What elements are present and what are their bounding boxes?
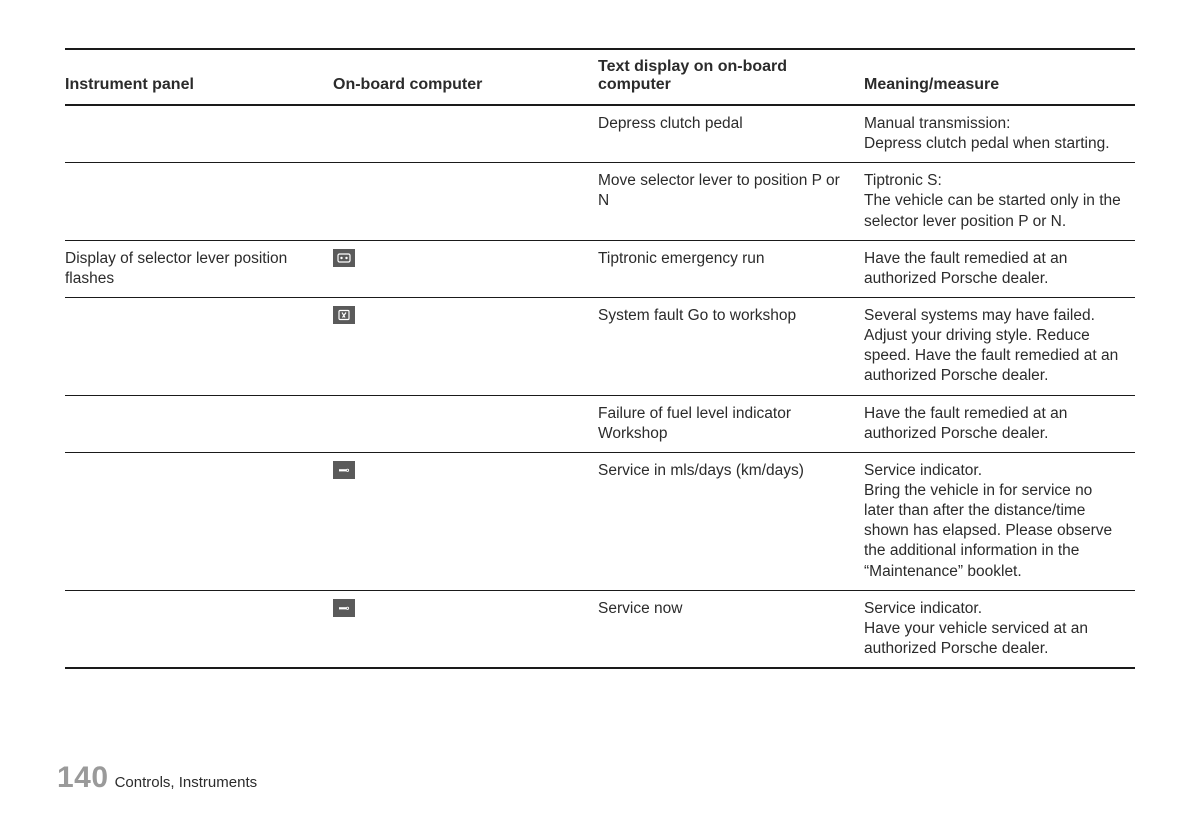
table-header-row: Instrument panel On-board computer Text …	[65, 49, 1135, 105]
dashboard-icon	[333, 249, 355, 267]
table-row: System fault Go to workshopSeveral syste…	[65, 297, 1135, 395]
table-row: Depress clutch pedalManual transmission:…	[65, 105, 1135, 163]
cell-text-display: Failure of fuel level indicator Workshop	[598, 395, 864, 452]
cell-instrument-panel	[65, 297, 333, 395]
cell-instrument-panel	[65, 105, 333, 163]
cell-onboard-computer	[333, 590, 598, 668]
table-row: Service in mls/days (km/days)Service ind…	[65, 452, 1135, 590]
table-row: Display of selector lever position flash…	[65, 240, 1135, 297]
cell-onboard-computer	[333, 240, 598, 297]
table-row: Service nowService indicator.Have your v…	[65, 590, 1135, 668]
section-label: Controls, Instruments	[115, 774, 258, 791]
table-row: Failure of fuel level indicator Workshop…	[65, 395, 1135, 452]
cell-text-display: System fault Go to workshop	[598, 297, 864, 395]
cell-instrument-panel	[65, 452, 333, 590]
cell-instrument-panel: Display of selector lever position flash…	[65, 240, 333, 297]
warning-messages-table: Instrument panel On-board computer Text …	[65, 48, 1135, 669]
cell-meaning: Have the fault remedied at an authorized…	[864, 240, 1135, 297]
col-text-display: Text display on on-board computer	[598, 49, 864, 105]
cell-text-display: Service now	[598, 590, 864, 668]
cell-meaning: Several systems may have failed. Adjust …	[864, 297, 1135, 395]
cell-instrument-panel	[65, 590, 333, 668]
table-row: Move selector lever to position P or NTi…	[65, 163, 1135, 240]
cell-onboard-computer	[333, 163, 598, 240]
cell-text-display: Depress clutch pedal	[598, 105, 864, 163]
cell-meaning: Have the fault remedied at an authorized…	[864, 395, 1135, 452]
cell-text-display: Tiptronic emergency run	[598, 240, 864, 297]
page-footer: 140 Controls, Instruments	[57, 761, 257, 795]
cell-onboard-computer	[333, 452, 598, 590]
fault-icon	[333, 306, 355, 324]
page-number: 140	[57, 761, 109, 795]
cell-meaning: Tiptronic S:The vehicle can be started o…	[864, 163, 1135, 240]
cell-onboard-computer	[333, 395, 598, 452]
wrench-icon	[333, 461, 355, 479]
cell-meaning: Manual transmission:Depress clutch pedal…	[864, 105, 1135, 163]
cell-onboard-computer	[333, 297, 598, 395]
cell-text-display: Move selector lever to position P or N	[598, 163, 864, 240]
cell-meaning: Service indicator.Have your vehicle serv…	[864, 590, 1135, 668]
cell-instrument-panel	[65, 163, 333, 240]
cell-instrument-panel	[65, 395, 333, 452]
col-instrument-panel: Instrument panel	[65, 49, 333, 105]
col-meaning: Meaning/measure	[864, 49, 1135, 105]
cell-onboard-computer	[333, 105, 598, 163]
cell-meaning: Service indicator.Bring the vehicle in f…	[864, 452, 1135, 590]
wrench-icon	[333, 599, 355, 617]
col-onboard-computer: On-board computer	[333, 49, 598, 105]
cell-text-display: Service in mls/days (km/days)	[598, 452, 864, 590]
manual-page: Instrument panel On-board computer Text …	[0, 0, 1200, 829]
